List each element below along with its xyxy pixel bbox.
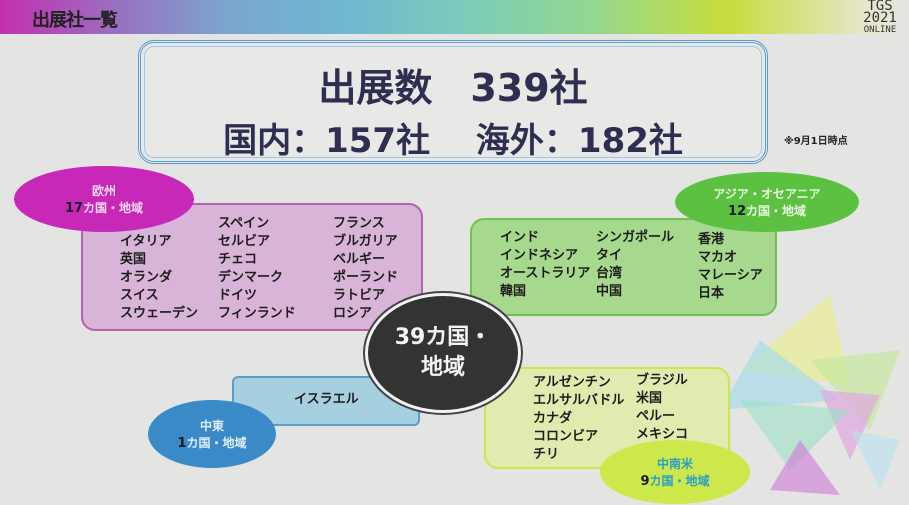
country-name: スウェーデン [120,306,199,321]
country-name: スペイン [218,216,270,231]
triangle-shape [850,430,900,490]
country-name: ポーランド [333,270,399,285]
latin-america-column: アルゼンチン エルサルバドル カナダ コロンビア チリ [533,374,624,464]
region-count: 9 [640,474,650,489]
country-name: ブルガリア [333,234,398,249]
country-name: チリ [533,447,560,462]
total-countries-text: 地域 [420,355,465,380]
country-name: ベルギー [333,252,386,267]
country-name: デンマーク [218,270,284,285]
country-name: 英国 [120,252,147,267]
region-name: 欧州 [91,184,116,198]
region-unit: カ国・地域 [186,436,247,450]
country-name: カナダ [533,411,573,426]
country-name: オランダ [120,270,173,285]
header-bar: 出展社一覧 [0,0,909,34]
decorative-triangles [720,295,900,495]
triangle-shape [720,340,840,410]
country-name: メキシコ [636,427,689,442]
asia-column: シンガポール タイ 台湾 中国 [596,229,674,301]
country-name: タイ [596,248,623,263]
europe-column: イタリア 英国 オランダ スイス スウェーデン [120,233,198,323]
country-name: インド [500,230,540,245]
total-countries-circle: 39カ国・ 地域 [365,293,521,413]
country-name: マカオ [698,250,738,265]
triangle-shape [810,350,900,430]
triangle-shape [770,440,840,495]
country-name: 中国 [596,284,623,299]
country-name: ラトビア [333,288,386,303]
region-count: 17 [64,201,84,216]
middle-east-label: 中東 1カ国・地域 [148,400,276,468]
europe-label: 欧州 17カ国・地域 [14,166,194,232]
summary-box: 出展数 339社 国内：157社 海外：182社 [138,40,768,164]
country-name: エルサルバドル [533,393,625,408]
region-unit: カ国・地域 [83,201,144,215]
tgs-logo: TGS 2021 ONLINE [852,0,908,36]
asia-column: 香港 マカオ マレーシア 日本 [698,231,763,303]
country-name: シンガポール [596,230,675,245]
region-count: 1 [177,436,187,451]
region-name: アジア・オセアニア [713,187,821,201]
country-name: イスラエル [294,392,359,407]
country-name: ロシア [333,306,373,321]
region-name: 中南米 [656,457,693,471]
domestic-overseas-breakdown: 国内：157社 海外：182社 [223,121,683,161]
logo-line: ONLINE [863,25,897,35]
country-name: ブラジル [636,373,688,388]
country-name: セルビア [218,234,271,249]
latin-america-label: 中南米 9カ国・地域 [600,440,750,504]
total-exhibitors: 出展数 339社 [318,66,588,110]
country-name: ドイツ [218,288,258,303]
country-name: オーストラリア [500,266,591,281]
region-count: 12 [727,204,747,219]
country-name: マレーシア [698,268,763,283]
triangle-shape [820,390,880,460]
country-name: 台湾 [596,266,623,281]
country-name: スイス [120,288,159,303]
latin-america-column: ブラジル 米国 ペルー メキシコ [636,372,688,444]
country-name: チェコ [218,252,258,267]
country-name: 米国 [636,391,663,406]
country-name: イタリア [120,234,172,249]
region-unit: カ国・地域 [746,204,807,218]
country-name: コロンビア [533,429,599,444]
asia-column: インド インドネシア オーストラリア 韓国 [500,229,590,301]
country-name: フランス [333,216,385,231]
country-name: 韓国 [500,284,527,299]
country-name: 香港 [698,232,725,247]
region-name: 中東 [199,419,224,433]
region-unit: カ国・地域 [649,474,710,488]
europe-column: スペイン セルビア チェコ デンマーク ドイツ フィンランド [218,215,296,323]
country-name: インドネシア [500,248,579,263]
page-title: 出展社一覧 [32,10,118,31]
asia-country-box: インド インドネシア オーストラリア 韓国 シンガポール タイ 台湾 中国 香港… [470,218,777,316]
logo-line: TGS [867,0,893,14]
country-name: 日本 [698,286,725,301]
country-name: アルゼンチン [533,375,611,390]
total-countries-text: 39カ国・ [394,325,492,350]
as-of-note: ※9月1日時点 [784,136,848,147]
asia-label: アジア・オセアニア 12カ国・地域 [675,172,859,232]
europe-column: フランス ブルガリア ベルギー ポーランド ラトビア ロシア [333,215,398,323]
logo-line: 2021 [863,10,897,26]
triangle-shape [740,400,850,470]
country-name: ペルー [636,409,676,424]
country-name: フィンランド [218,306,296,321]
